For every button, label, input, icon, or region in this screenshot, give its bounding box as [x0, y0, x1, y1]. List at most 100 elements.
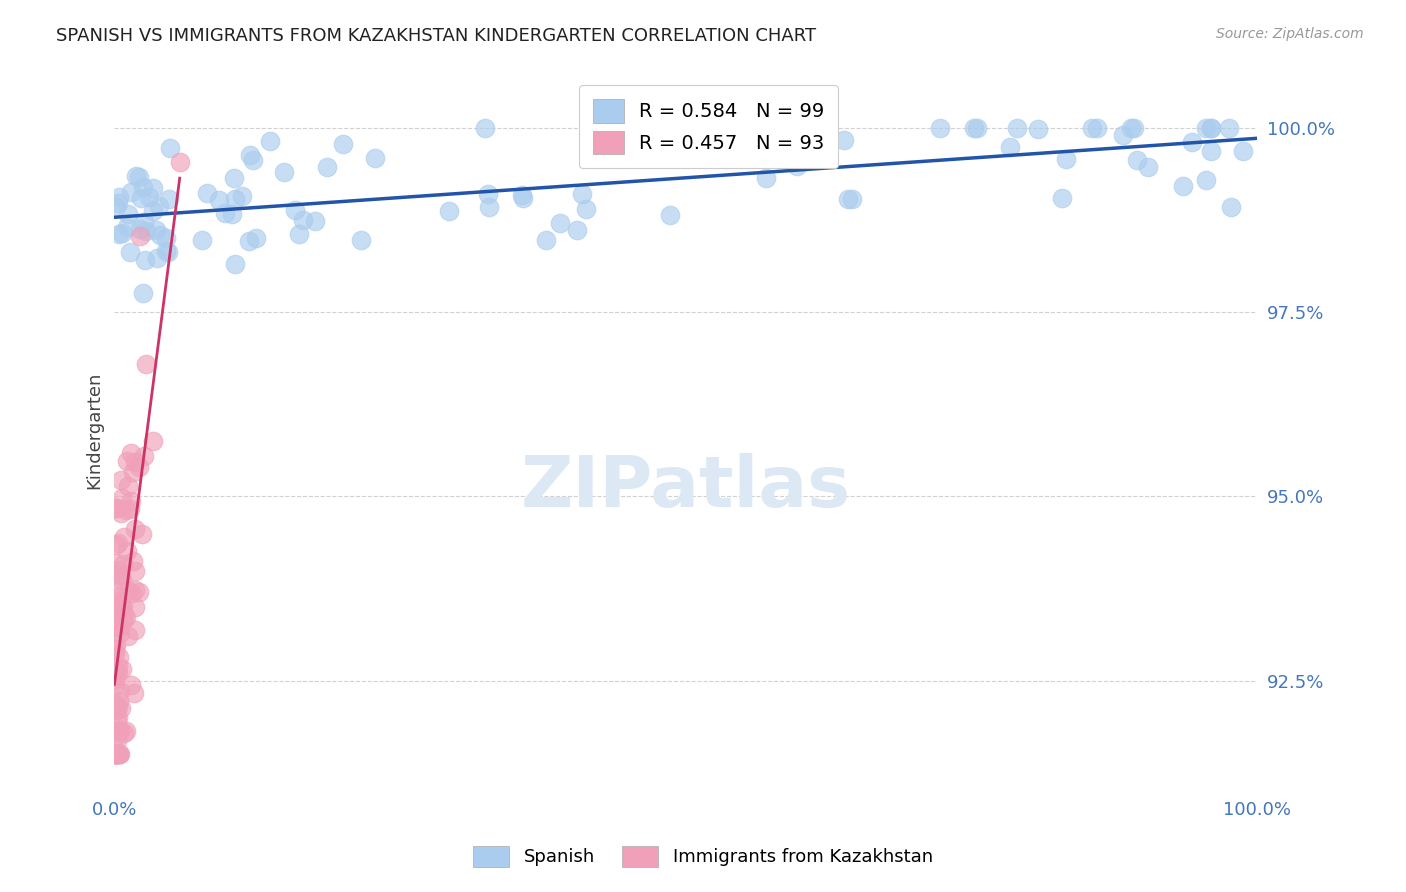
- Point: [571, 187, 593, 202]
- Point: [565, 223, 588, 237]
- Point: [107, 227, 129, 241]
- Point: [128, 460, 150, 475]
- Point: [104, 638, 127, 652]
- Point: [108, 626, 131, 640]
- Point: [242, 153, 264, 168]
- Point: [1218, 120, 1240, 135]
- Point: [104, 747, 127, 762]
- Point: [107, 604, 129, 618]
- Point: [105, 538, 128, 552]
- Point: [118, 244, 141, 259]
- Point: [104, 747, 127, 762]
- Point: [115, 723, 138, 738]
- Point: [104, 703, 127, 717]
- Point: [104, 200, 127, 214]
- Text: SPANISH VS IMMIGRANTS FROM KAZAKHSTAN KINDERGARTEN CORRELATION CHART: SPANISH VS IMMIGRANTS FROM KAZAKHSTAN KI…: [56, 27, 817, 45]
- Point: [110, 506, 132, 520]
- Point: [104, 673, 127, 687]
- Point: [128, 228, 150, 243]
- Point: [1112, 128, 1135, 142]
- Point: [1085, 120, 1108, 135]
- Point: [837, 193, 859, 207]
- Point: [105, 620, 128, 634]
- Point: [104, 747, 127, 762]
- Point: [1199, 144, 1222, 158]
- Point: [929, 120, 952, 135]
- Point: [117, 582, 139, 597]
- Point: [138, 190, 160, 204]
- Point: [721, 129, 744, 144]
- Point: [104, 642, 127, 657]
- Point: [107, 747, 129, 762]
- Point: [1026, 122, 1049, 136]
- Point: [131, 527, 153, 541]
- Point: [155, 244, 177, 259]
- Point: [124, 599, 146, 614]
- Point: [231, 189, 253, 203]
- Point: [124, 522, 146, 536]
- Point: [115, 543, 138, 558]
- Point: [105, 698, 128, 713]
- Point: [273, 165, 295, 179]
- Point: [122, 686, 145, 700]
- Point: [1136, 161, 1159, 175]
- Point: [122, 553, 145, 567]
- Point: [124, 455, 146, 469]
- Point: [112, 610, 135, 624]
- Point: [146, 251, 169, 265]
- Point: [284, 202, 307, 217]
- Point: [105, 500, 128, 515]
- Point: [142, 434, 165, 448]
- Point: [224, 257, 246, 271]
- Point: [104, 646, 127, 660]
- Point: [134, 252, 156, 267]
- Point: [841, 192, 863, 206]
- Point: [110, 747, 132, 762]
- Point: [224, 171, 246, 186]
- Point: [350, 233, 373, 247]
- Point: [1232, 144, 1254, 158]
- Point: [107, 590, 129, 604]
- Point: [477, 186, 499, 201]
- Point: [117, 629, 139, 643]
- Point: [125, 169, 148, 183]
- Point: [780, 152, 803, 166]
- Point: [159, 141, 181, 155]
- Point: [104, 614, 127, 628]
- Point: [512, 190, 534, 204]
- Point: [575, 202, 598, 216]
- Point: [111, 662, 134, 676]
- Point: [107, 699, 129, 714]
- Point: [104, 584, 127, 599]
- Point: [128, 584, 150, 599]
- Point: [108, 594, 131, 608]
- Point: [129, 222, 152, 236]
- Point: [120, 446, 142, 460]
- Point: [1171, 179, 1194, 194]
- Point: [112, 600, 135, 615]
- Point: [104, 501, 127, 516]
- Point: [1194, 120, 1216, 135]
- Y-axis label: Kindergarten: Kindergarten: [86, 371, 103, 489]
- Point: [104, 747, 127, 762]
- Point: [110, 723, 132, 738]
- Point: [112, 726, 135, 740]
- Point: [103, 740, 125, 755]
- Point: [221, 207, 243, 221]
- Point: [104, 557, 127, 571]
- Point: [132, 180, 155, 194]
- Point: [115, 454, 138, 468]
- Point: [239, 147, 262, 161]
- Point: [107, 536, 129, 550]
- Point: [786, 159, 808, 173]
- Point: [534, 233, 557, 247]
- Point: [111, 226, 134, 240]
- Point: [107, 658, 129, 673]
- Point: [142, 181, 165, 195]
- Point: [112, 530, 135, 544]
- Point: [550, 216, 572, 230]
- Point: [474, 120, 496, 135]
- Point: [195, 186, 218, 200]
- Point: [115, 219, 138, 234]
- Point: [510, 188, 533, 202]
